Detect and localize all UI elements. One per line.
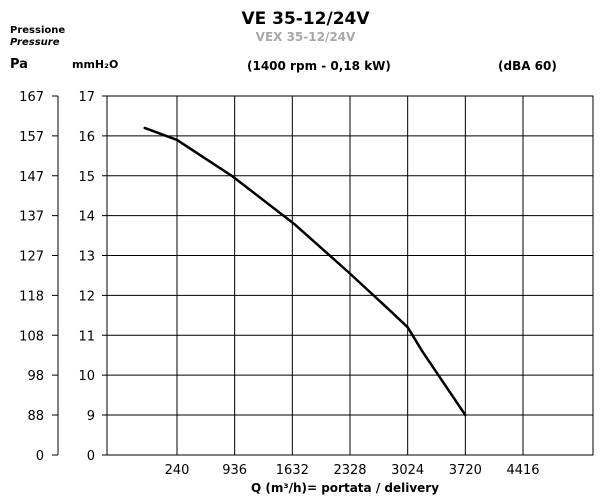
x-tick-label: 3024 xyxy=(391,463,424,478)
y-tick-label-pa: 157 xyxy=(19,130,44,145)
unit-mmh2o-label: mmH₂O xyxy=(72,58,119,71)
y-tick-label-mmh2o: 16 xyxy=(78,130,95,145)
chart-subtitle: VEX 35-12/24V xyxy=(255,30,356,44)
pressure-curve xyxy=(143,126,467,417)
x-tick-label: 3720 xyxy=(449,463,482,478)
y-tick-label-mmh2o: 14 xyxy=(78,210,95,225)
x-tick-label: 1632 xyxy=(276,463,309,478)
y-tick-label-mmh2o: 11 xyxy=(78,329,95,344)
pressure-label-italian: Pressione xyxy=(10,25,66,36)
y-tick-label-mmh2o: 15 xyxy=(78,170,95,185)
x-tick-label: 936 xyxy=(222,463,247,478)
y-tick-label-pa: 108 xyxy=(19,329,44,344)
y-tick-label-pa: 167 xyxy=(19,90,44,105)
y-tick-label-mmh2o: 17 xyxy=(78,90,95,105)
series-layer xyxy=(143,126,467,417)
x-tick-label: 240 xyxy=(165,463,190,478)
noise-level: (dBA 60) xyxy=(498,59,557,73)
y-tick-label-mmh2o: 10 xyxy=(78,369,95,384)
y-tick-label-mmh2o: 12 xyxy=(78,289,95,304)
axes-layer: 0 0 88 9 98 10 108 11 118 12 127 13 137 14 147 15 157 16 1… xyxy=(19,90,539,478)
x-axis-label: Q (m³/h)= portata / delivery xyxy=(251,481,439,495)
unit-pa-label: Pa xyxy=(10,57,28,72)
y-tick-label-mmh2o: 13 xyxy=(78,250,95,265)
y-tick-label-pa: 0 xyxy=(36,449,44,464)
y-tick-label-mmh2o: 0 xyxy=(87,449,95,464)
motor-spec: (1400 rpm - 0,18 kW) xyxy=(247,59,391,73)
y-tick-label-pa: 147 xyxy=(19,170,44,185)
y-tick-label-pa: 88 xyxy=(27,409,44,424)
x-tick-label: 4416 xyxy=(506,463,539,478)
y-tick-label-pa: 127 xyxy=(19,250,44,265)
grid-layer xyxy=(106,95,594,456)
x-tick-label: 2328 xyxy=(333,463,366,478)
y-tick-label-pa: 137 xyxy=(19,210,44,225)
pressure-label-english: Pressure xyxy=(10,37,60,48)
y-tick-label-pa: 98 xyxy=(27,369,44,384)
y-tick-label-mmh2o: 9 xyxy=(87,409,95,424)
y-tick-label-pa: 118 xyxy=(19,289,44,304)
chart-title: VE 35-12/24V xyxy=(241,9,370,29)
